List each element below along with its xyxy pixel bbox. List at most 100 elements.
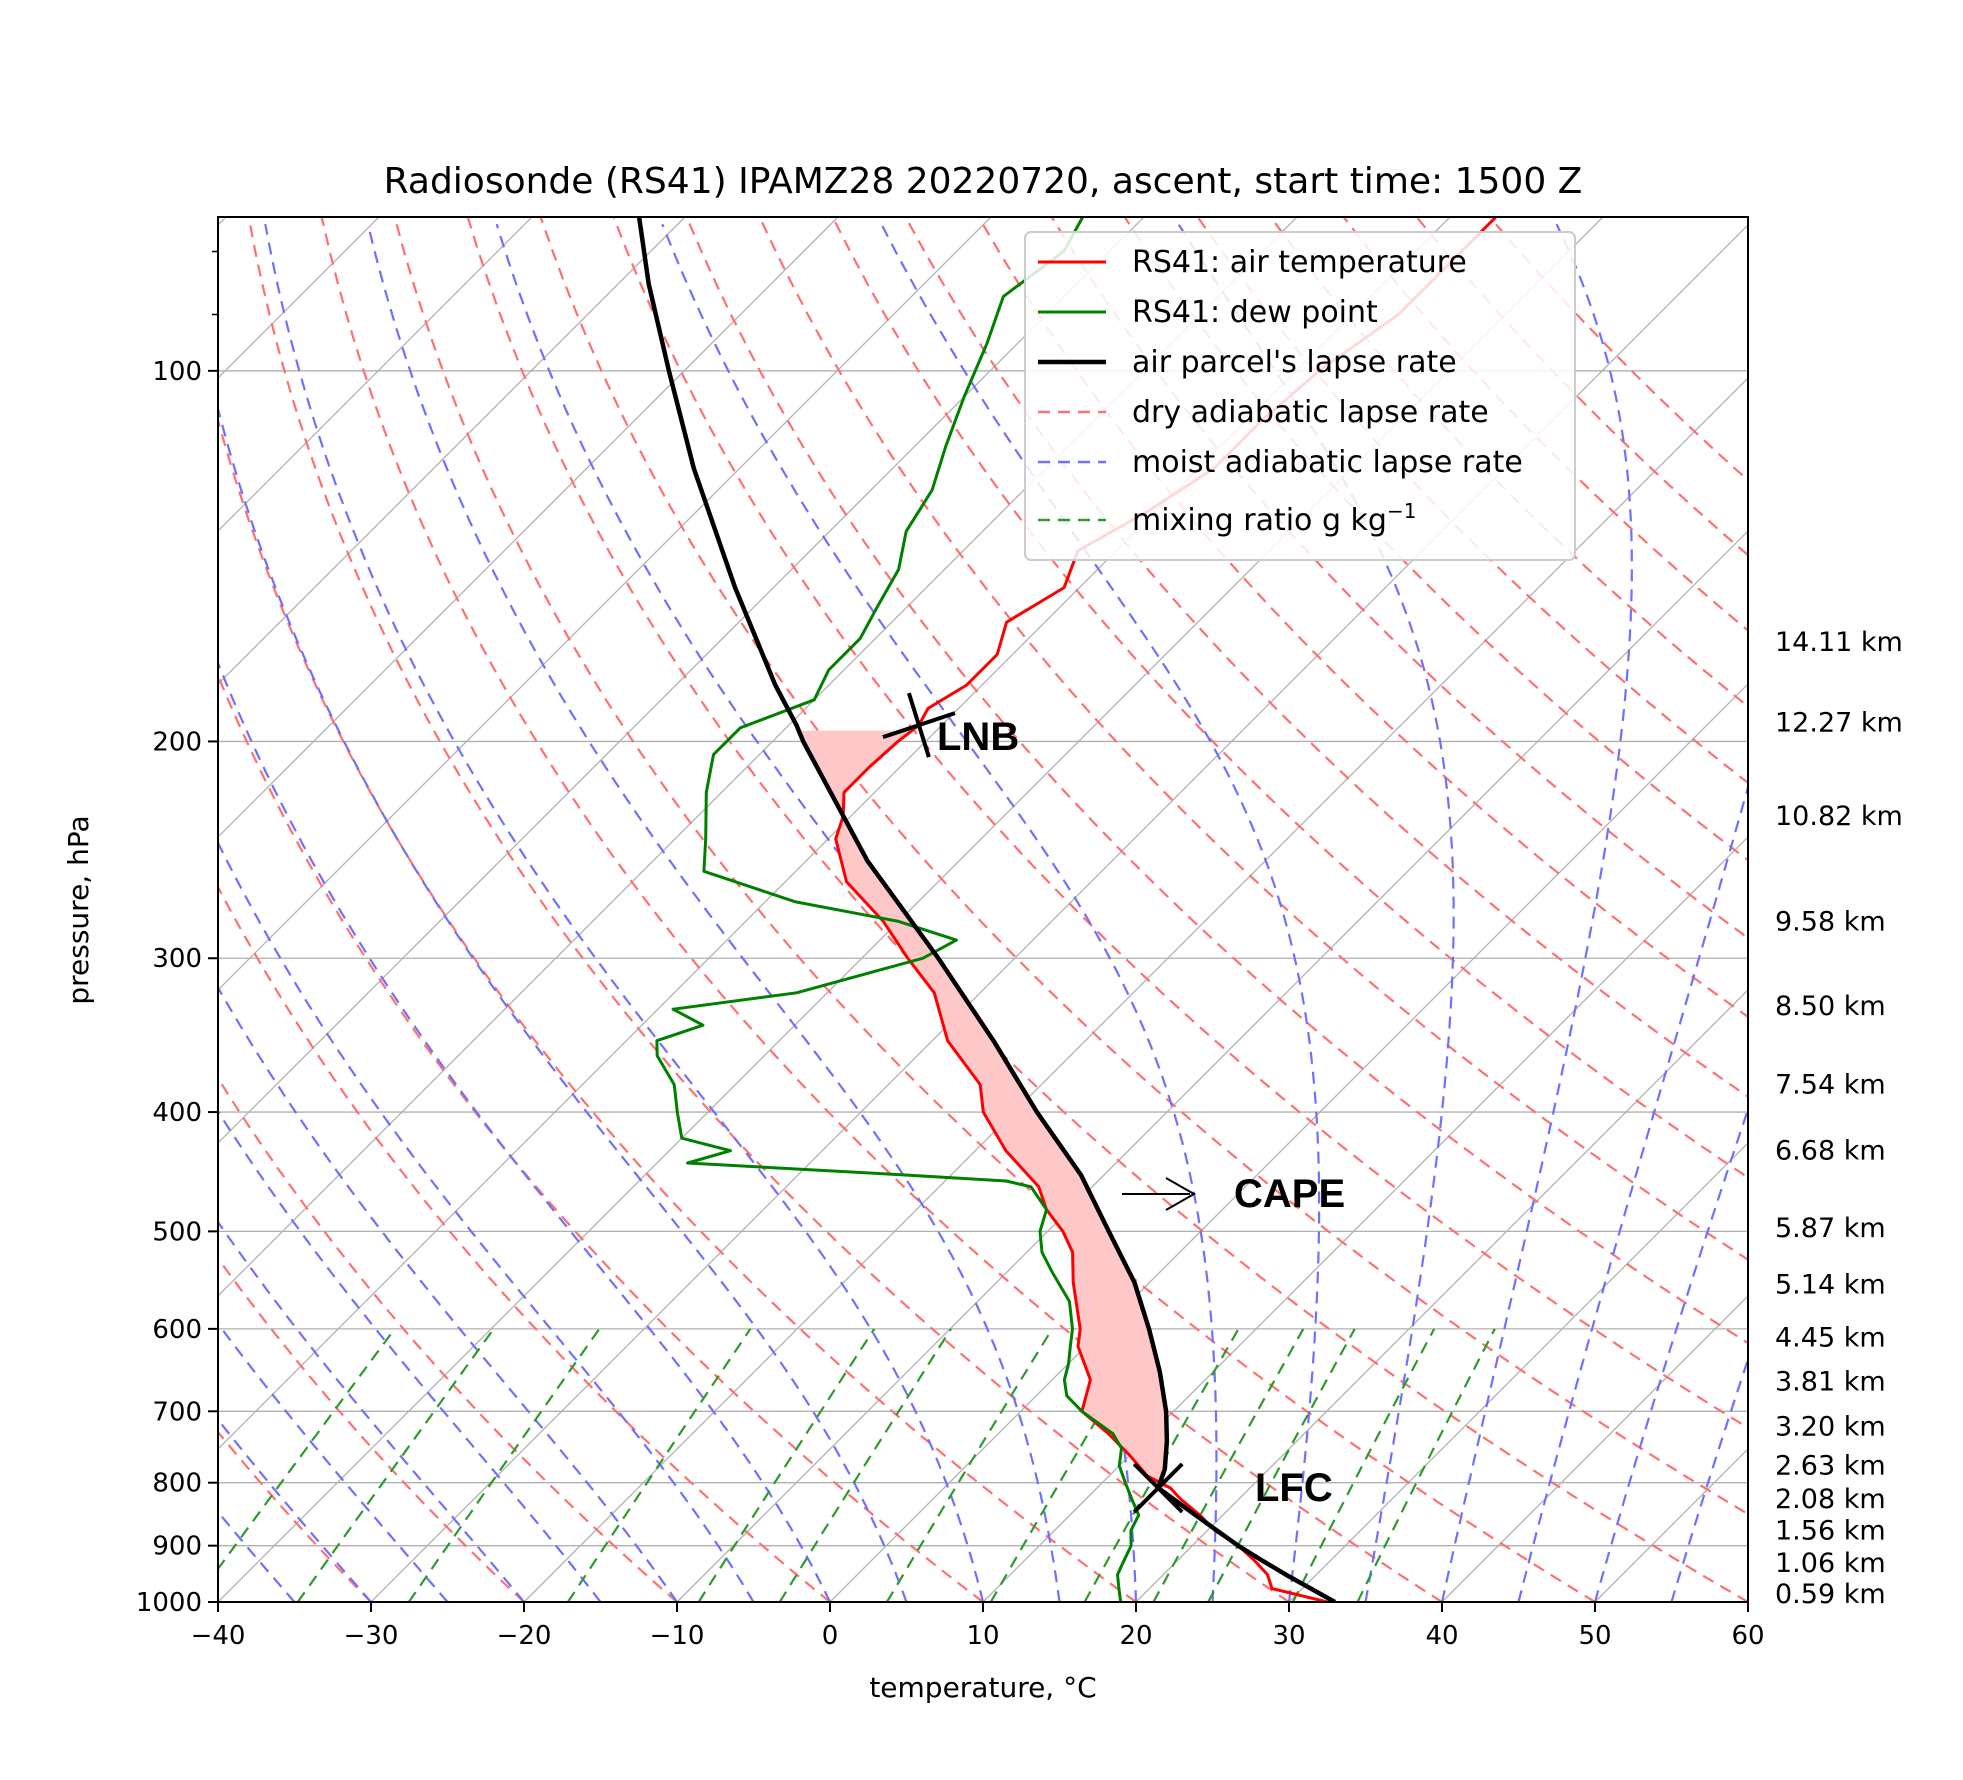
isotherm-line [676, 530, 1748, 1602]
mixing-ratio-line [407, 1328, 601, 1602]
isotherm-line [218, 217, 839, 838]
moist-adiabat-line [366, 223, 1061, 1602]
dry-adiabat-line [831, 217, 1748, 1179]
moist-adiabat-line [218, 1109, 602, 1602]
moist-adiabat-line [218, 840, 755, 1602]
moist-adiabat-line [880, 223, 1321, 1602]
x-axis-ticks: −40 −30 −20 −10 0 10 20 30 40 50 60 [191, 1602, 1765, 1651]
height-label: 14.11 km [1775, 627, 1903, 658]
isotherm-line [523, 377, 1748, 1602]
y-axis-ticks: 100 200 300 400 500 600 700 800 900 1000 [136, 250, 218, 1618]
isotherm-line [1901, 217, 1963, 1602]
series-line-parcel-lapse-rate [636, 217, 1336, 1602]
moist-adiabat-line [1593, 1106, 1748, 1602]
isotherm-line [218, 217, 992, 991]
moist-adiabat-line [1517, 783, 1748, 1602]
moist-adiabat-line [218, 660, 832, 1602]
mixing-ratio-line [566, 1328, 752, 1602]
dry-adiabat-line [218, 1076, 678, 1602]
x-tick-label: 50 [1578, 1621, 1611, 1651]
isotherm-line [218, 217, 686, 685]
height-label: 1.56 km [1775, 1516, 1886, 1547]
moist-adiabat-line [495, 223, 1138, 1602]
isotherm-grid [218, 217, 1963, 1602]
height-label: 10.82 km [1775, 801, 1903, 832]
mixing-ratio-line [697, 1328, 876, 1602]
legend-entry: moist adiabatic lapse rate [1132, 445, 1523, 480]
height-label: 1.06 km [1775, 1548, 1886, 1579]
profile-series [636, 217, 1497, 1602]
y-tick-label: 100 [152, 357, 202, 387]
x-tick-label: 60 [1731, 1621, 1764, 1651]
x-axis-label: temperature, °C [869, 1671, 1096, 1704]
dry-adiabat-line [218, 1430, 372, 1602]
x-tick-label: −40 [191, 1621, 246, 1651]
y-tick-label: 1000 [136, 1588, 202, 1618]
dry-adiabat-line [218, 672, 984, 1602]
legend-entry: RS41: dew point [1132, 295, 1378, 330]
x-tick-label: −20 [497, 1621, 552, 1651]
moist-adiabat-line [1177, 223, 1455, 1602]
y-axis-label: pressure, hPa [62, 815, 95, 1004]
y-tick-label: 700 [152, 1397, 202, 1427]
moist-adiabat-line [218, 1220, 525, 1602]
height-label: 2.08 km [1775, 1484, 1886, 1515]
isotherm-line [1441, 1295, 1748, 1602]
height-label: 5.14 km [1775, 1269, 1886, 1300]
cape-label: CAPE [1234, 1172, 1345, 1216]
moist-adiabat-line [218, 404, 908, 1602]
isotherm-line [218, 217, 227, 226]
height-label: 7.54 km [1775, 1070, 1886, 1101]
height-labels: 14.11 km 12.27 km 10.82 km 9.58 km 8.50 km 7.… [1775, 627, 1903, 1610]
isotherm-line [829, 683, 1748, 1602]
series-line-air-temperature [834, 217, 1497, 1602]
mixing-ratio-line [1291, 1328, 1436, 1602]
mixing-ratio-line [1083, 1328, 1240, 1602]
dry-adiabat-line [685, 217, 1748, 1345]
x-tick-label: 20 [1119, 1621, 1152, 1651]
y-tick-label: 300 [152, 944, 202, 974]
lfc-label: LFC [1255, 1466, 1333, 1510]
height-label: 2.63 km [1775, 1451, 1886, 1482]
lnb-label: LNB [937, 715, 1019, 759]
legend: RS41: air temperature RS41: dew point air … [1024, 231, 1576, 561]
moist-adiabats [218, 223, 1748, 1602]
height-label: 3.81 km [1775, 1366, 1886, 1397]
legend-box [1024, 231, 1576, 561]
height-label: 5.87 km [1775, 1213, 1886, 1244]
height-label: 0.59 km [1775, 1579, 1886, 1610]
moist-adiabat-line [218, 985, 678, 1602]
height-label: 3.20 km [1775, 1411, 1886, 1442]
legend-entry: mixing ratio g kg−1 [1132, 499, 1416, 538]
mixing-ratio-line [885, 1328, 1054, 1602]
x-tick-label: 30 [1272, 1621, 1305, 1651]
mixing-ratio-line [1152, 1328, 1305, 1602]
y-tick-label: 500 [152, 1217, 202, 1247]
height-label: 4.45 km [1775, 1323, 1886, 1354]
y-tick-label: 900 [152, 1532, 202, 1562]
dry-adiabat-line [904, 217, 1748, 1098]
parcel-markers [882, 692, 1184, 1514]
height-label: 6.68 km [1775, 1136, 1886, 1167]
x-tick-label: 0 [822, 1621, 839, 1651]
x-tick-label: −10 [650, 1621, 705, 1651]
dry-adiabat-line [1123, 217, 1748, 862]
mixing-ratio-line [1356, 1328, 1496, 1602]
moist-adiabat-line [661, 223, 1218, 1602]
mixing-ratio-line [778, 1328, 952, 1602]
moist-adiabat-line [218, 1417, 372, 1602]
isotherm-line [1288, 1142, 1748, 1602]
dry-adiabats [218, 217, 1748, 1602]
height-label: 9.58 km [1775, 906, 1886, 937]
y-tick-label: 400 [152, 1098, 202, 1128]
mixing-ratio-line [296, 1328, 495, 1602]
dry-adiabat-line [466, 217, 1748, 1602]
y-tick-label: 600 [152, 1315, 202, 1345]
x-tick-label: −30 [344, 1621, 399, 1651]
isotherm-line [218, 217, 533, 532]
chart-title: Radiosonde (RS41) IPAMZ28 20220720, asce… [384, 161, 1583, 202]
legend-entry: RS41: air temperature [1132, 245, 1467, 280]
x-tick-label: 10 [966, 1621, 999, 1651]
moist-adiabat-line [1440, 223, 1634, 1602]
